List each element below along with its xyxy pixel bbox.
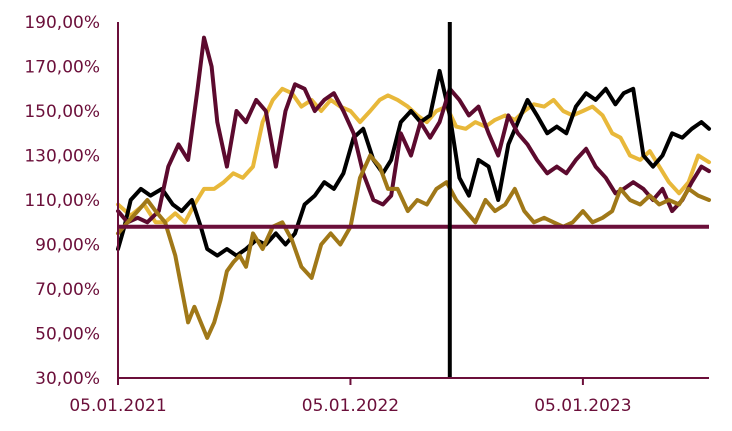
axes-group [117,22,709,385]
series-line-4 [116,153,711,340]
y-tick-label: 130,00% [24,147,100,167]
series-line-3 [116,35,711,225]
y-tick-label: 70,00% [35,280,100,300]
x-tick-label: 05.01.2022 [302,396,399,416]
y-tick-label: 190,00% [24,13,100,33]
y-tick-label: 90,00% [35,236,100,256]
x-tick-label: 05.01.2023 [534,396,631,416]
y-tick-label: 30,00% [35,369,100,389]
y-tick-label: 150,00% [24,102,100,122]
y-tick-label: 50,00% [35,325,100,345]
x-tick-label: 05.01.2021 [69,396,166,416]
series-line-2 [116,68,711,258]
y-tick-label: 110,00% [24,191,100,211]
y-tick-labels: 30,00% 50,00% 70,00% 90,00% 110,00% 130,00% 15… [24,13,100,389]
x-tick-labels: 05.01.2021 05.01.2022 05.01.2023 [69,396,631,416]
series-group [116,35,711,340]
y-tick-label: 170,00% [24,58,100,78]
